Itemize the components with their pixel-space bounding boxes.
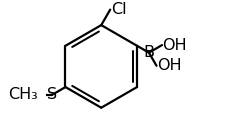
Text: S: S: [47, 87, 57, 102]
Text: B: B: [143, 45, 154, 60]
Text: OH: OH: [156, 58, 181, 73]
Text: OH: OH: [162, 38, 186, 53]
Text: CH₃: CH₃: [8, 87, 38, 102]
Text: Cl: Cl: [110, 2, 126, 17]
